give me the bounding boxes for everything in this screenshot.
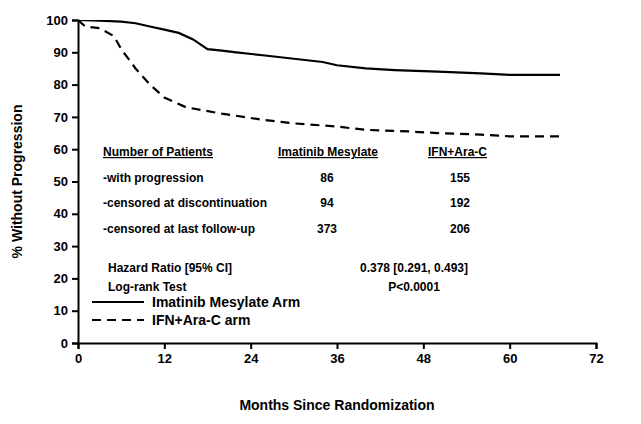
y-tick-label: 80 (54, 77, 68, 92)
y-tick-label: 90 (54, 45, 68, 60)
y-tick-mark (72, 116, 78, 118)
y-tick-mark (72, 149, 78, 151)
series-line (78, 20, 560, 136)
y-tick-label: 60 (54, 142, 68, 157)
y-tick-label: 20 (54, 271, 68, 286)
x-tick: 12 (158, 343, 172, 366)
x-tick-mark (423, 343, 425, 349)
x-tick-mark (596, 343, 598, 349)
x-axis-title: Months Since Randomization (239, 397, 434, 413)
table-cell: 155 (450, 171, 470, 185)
stat-value: 0.378 [0.291, 0.493] (360, 261, 468, 275)
y-tick: 50 (54, 174, 78, 189)
y-tick-label: 10 (54, 303, 68, 318)
x-tick-label: 0 (75, 351, 82, 366)
x-tick-label: 48 (417, 351, 431, 366)
table-cell: 373 (317, 222, 337, 236)
table-cell: 206 (450, 222, 470, 236)
y-tick-label: 50 (54, 174, 68, 189)
y-axis-line (72, 21, 79, 344)
table-row-label: -censored at last follow-up (103, 222, 255, 236)
y-axis: 0 10 20 30 40 50 60 70 80 90 100 (46, 13, 78, 351)
x-axis: 0 12 24 36 48 60 72 (75, 343, 604, 366)
table-row-label: -censored at discontinuation (103, 196, 267, 210)
y-tick: 80 (54, 77, 78, 92)
x-axis-line (79, 344, 597, 350)
x-tick: 36 (330, 343, 344, 366)
y-tick: 20 (54, 271, 78, 286)
x-tick-label: 36 (330, 351, 344, 366)
y-tick: 60 (54, 142, 78, 157)
y-tick-label: 100 (46, 13, 68, 28)
y-tick-mark (72, 246, 78, 248)
y-tick-mark (72, 343, 78, 345)
plot: 0 12 24 36 48 60 72 0 10 20 30 40 50 60 70 80 90 100 (46, 13, 603, 367)
stat-label: Hazard Ratio [95% CI] (108, 261, 232, 275)
y-tick-mark (72, 84, 78, 86)
x-tick-label: 12 (158, 351, 172, 366)
y-tick: 10 (54, 303, 78, 318)
y-tick-mark (72, 310, 78, 312)
x-tick: 60 (503, 343, 517, 366)
legend-swatch (92, 319, 144, 321)
y-tick-mark (72, 20, 78, 22)
x-tick-mark (250, 343, 252, 349)
y-tick-label: 70 (54, 110, 68, 125)
table-cell: 86 (320, 171, 334, 185)
table-cell: 192 (450, 196, 470, 210)
x-tick-label: 60 (503, 351, 517, 366)
lines (78, 20, 560, 136)
table-row-label: -with progression (103, 171, 204, 185)
table-header: IFN+Ara-C (428, 145, 487, 159)
x-tick: 72 (589, 343, 603, 366)
y-tick-mark (72, 278, 78, 280)
y-tick: 100 (46, 13, 78, 28)
x-tick: 24 (244, 343, 259, 366)
x-tick-mark (164, 343, 166, 349)
y-tick: 40 (54, 206, 78, 221)
y-axis-title: % Without Progression (9, 105, 25, 259)
x-tick-mark (509, 343, 511, 349)
stat-label: Log-rank Test (108, 280, 186, 294)
table-header: Number of Patients (103, 145, 213, 159)
y-tick: 0 (61, 336, 78, 351)
y-tick-label: 40 (54, 206, 68, 221)
y-tick: 70 (54, 110, 78, 125)
x-tick-label: 24 (244, 351, 259, 366)
x-tick: 0 (75, 343, 82, 366)
table-cell: 94 (320, 196, 334, 210)
series-line (78, 20, 560, 75)
legend: Imatinib Mesylate Arm IFN+Ara-C arm (92, 294, 300, 328)
y-tick-label: 30 (54, 239, 68, 254)
annotations: Number of Patients Imatinib Mesylate IFN+A… (103, 145, 487, 294)
y-tick-label: 0 (61, 336, 68, 351)
y-tick-mark (72, 181, 78, 183)
legend-label: Imatinib Mesylate Arm (152, 294, 300, 310)
x-tick-mark (337, 343, 339, 349)
x-tick-label: 72 (589, 351, 603, 366)
y-tick: 30 (54, 239, 78, 254)
y-tick-mark (72, 52, 78, 54)
legend-label: IFN+Ara-C arm (152, 312, 250, 328)
y-tick-mark (72, 213, 78, 215)
chart: 0 12 24 36 48 60 72 0 10 20 30 40 50 60 70 80 90 100 Month… (0, 0, 641, 424)
stat-value: P<0.0001 (388, 280, 440, 294)
legend-swatch (92, 301, 144, 303)
table-header: Imatinib Mesylate (278, 145, 378, 159)
x-tick: 48 (417, 343, 431, 366)
y-tick: 90 (54, 45, 78, 60)
